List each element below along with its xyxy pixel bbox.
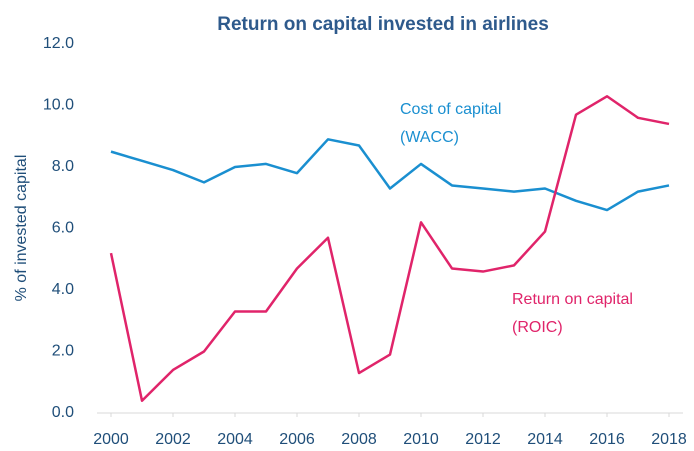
y-axis-label: % of invested capital	[13, 155, 30, 302]
x-tick-label: 2006	[279, 431, 315, 448]
y-tick-label: 2.0	[52, 343, 74, 360]
x-tick-label: 2008	[341, 431, 377, 448]
y-tick-label: 6.0	[52, 220, 74, 237]
chart-title: Return on capital invested in airlines	[217, 14, 549, 35]
x-tick-label: 2014	[527, 431, 563, 448]
series-label: (WACC)	[400, 129, 459, 146]
x-tick-label: 2016	[589, 431, 625, 448]
y-tick-label: 10.0	[43, 97, 74, 114]
series-label: (ROIC)	[512, 319, 563, 336]
x-tick-label: 2010	[403, 431, 439, 448]
y-tick-label: 4.0	[52, 281, 74, 298]
series-label: Return on capital	[512, 291, 633, 308]
y-tick-label: 8.0	[52, 158, 74, 175]
x-tick-label: 2012	[465, 431, 501, 448]
x-tick-label: 2002	[155, 431, 191, 448]
y-tick-label: 12.0	[43, 35, 74, 52]
series-label: Cost of capital	[400, 101, 501, 118]
x-tick-label: 2000	[93, 431, 129, 448]
series-line	[110, 138, 670, 212]
x-tick-label: 2004	[217, 431, 253, 448]
series-line	[109, 95, 670, 402]
y-tick-label: 0.0	[52, 404, 74, 421]
x-tick-label: 2018	[651, 431, 687, 448]
